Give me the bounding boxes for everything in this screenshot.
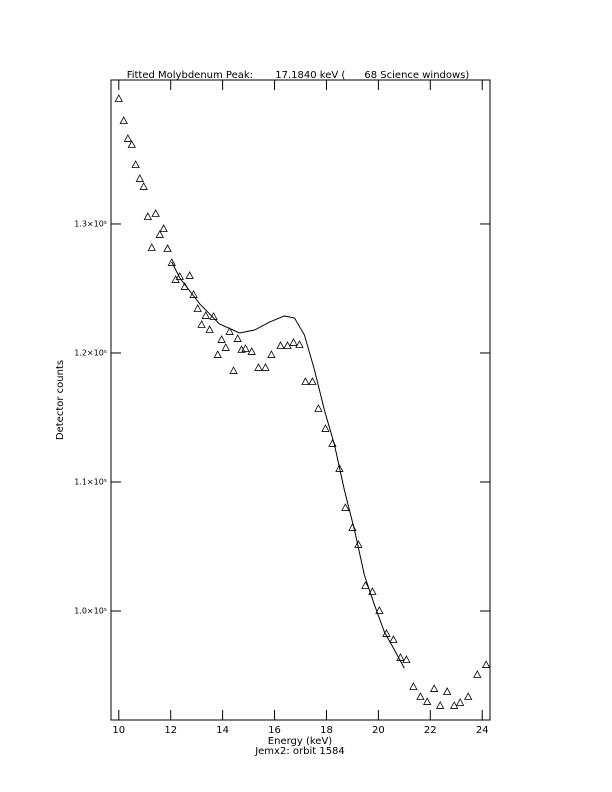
- data-point: [193, 304, 202, 312]
- data-point: [402, 655, 411, 663]
- fit-line: [171, 261, 405, 669]
- data-point: [368, 587, 377, 595]
- y-tick-label: 1.1×10⁵: [74, 477, 107, 486]
- data-point: [229, 366, 238, 374]
- data-point: [267, 350, 276, 358]
- data-point: [276, 341, 285, 349]
- data-point: [221, 343, 230, 351]
- subtitle: Jemx2: orbit 1584: [254, 746, 345, 757]
- y-axis-label: Detector counts: [55, 360, 66, 440]
- data-point: [308, 377, 317, 385]
- data-point: [450, 701, 459, 709]
- data-point: [295, 340, 304, 348]
- y-tick-label: 1.2×10⁵: [74, 348, 107, 357]
- data-point: [247, 347, 256, 355]
- data-point: [155, 230, 164, 238]
- data-point: [335, 464, 344, 472]
- data-point: [254, 363, 263, 371]
- data-point: [241, 344, 250, 352]
- data-point: [225, 327, 234, 335]
- data-point: [301, 377, 310, 385]
- x-tick-label: 14: [216, 725, 229, 736]
- data-point: [464, 692, 473, 700]
- x-tick-label: 18: [320, 725, 333, 736]
- data-point: [159, 224, 168, 232]
- data-point: [205, 325, 214, 333]
- data-point: [289, 338, 298, 346]
- data-point: [131, 160, 140, 168]
- x-tick-label: 24: [476, 725, 489, 736]
- x-tick-label: 12: [164, 725, 177, 736]
- data-point: [473, 670, 482, 678]
- data-point: [233, 334, 242, 342]
- x-tick-label: 16: [268, 725, 281, 736]
- data-point: [119, 116, 128, 124]
- y-tick-label: 1.3×10⁵: [74, 219, 107, 228]
- data-point: [167, 258, 176, 266]
- y-tick-label: 1.0×10⁵: [74, 606, 107, 615]
- x-axis-label: Energy (keV): [268, 736, 333, 747]
- data-point: [481, 660, 491, 668]
- data-point: [389, 635, 398, 643]
- data-point: [163, 244, 172, 252]
- data-point: [321, 424, 330, 432]
- chart-title: Fitted Molybdenum Peak: 17.1840 keV ( 68…: [127, 70, 470, 81]
- data-point: [430, 684, 439, 692]
- data-point: [416, 692, 425, 700]
- data-point: [361, 581, 370, 589]
- data-point: [375, 606, 384, 614]
- data-point: [455, 698, 465, 706]
- data-point: [135, 174, 144, 182]
- data-point: [409, 682, 418, 690]
- data-point: [283, 341, 292, 349]
- data-point: [201, 311, 210, 319]
- data-point: [197, 320, 206, 328]
- data-point: [341, 503, 350, 511]
- data-point: [127, 140, 136, 148]
- data-point: [217, 335, 226, 343]
- data-point: [143, 212, 153, 220]
- x-tick-label: 20: [372, 725, 385, 736]
- data-point: [175, 272, 184, 280]
- data-point: [213, 350, 222, 358]
- data-point: [423, 697, 432, 705]
- data-point: [185, 271, 194, 279]
- data-point: [151, 209, 160, 217]
- data-point: [314, 404, 323, 412]
- data-point: [442, 687, 452, 695]
- x-tick-label: 22: [424, 725, 437, 736]
- data-point: [147, 243, 156, 251]
- data-point: [261, 363, 270, 371]
- data-point: [114, 94, 123, 102]
- plot-frame: [110, 79, 491, 721]
- data-point: [435, 701, 445, 709]
- data-point: [123, 134, 133, 142]
- x-tick-label: 10: [112, 725, 125, 736]
- data-point: [139, 182, 148, 190]
